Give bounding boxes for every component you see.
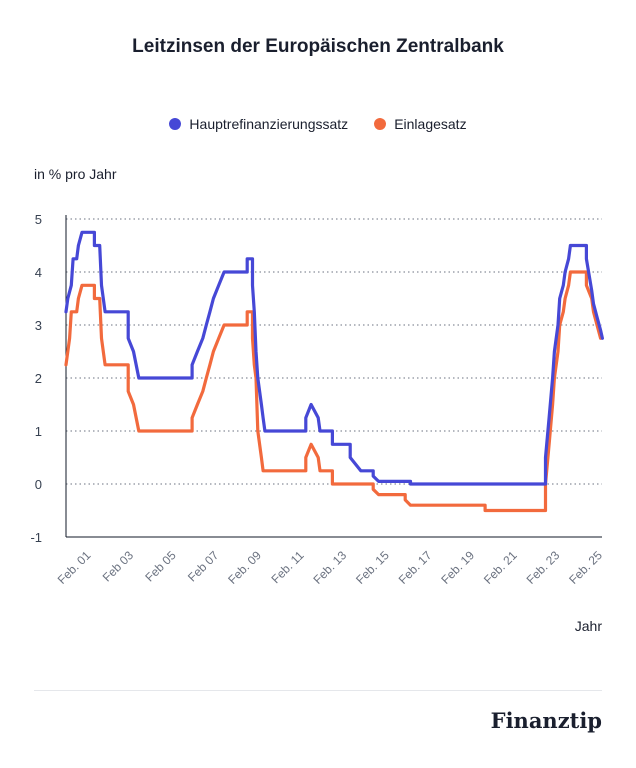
x-axis-label: Jahr [574, 618, 602, 634]
x-tick-label: Feb. 09 [225, 548, 264, 587]
legend-label: Einlagesatz [394, 116, 467, 132]
x-tick-label: Feb. 19 [438, 548, 477, 587]
x-tick-label: Feb. 13 [310, 548, 349, 587]
legend: Hauptrefinanzierungssatz Einlagesatz [0, 116, 636, 132]
legend-label: Hauptrefinanzierungssatz [189, 116, 349, 132]
x-tick-label: Feb 05 [142, 548, 179, 585]
y-tick-label: 1 [35, 424, 42, 439]
y-axis-label: in % pro Jahr [34, 166, 117, 182]
legend-item-hauptrefinanzierungssatz[interactable]: Hauptrefinanzierungssatz [169, 116, 348, 132]
x-tick-label: Feb. 25 [566, 548, 605, 587]
series-line-einlagesatz [64, 270, 603, 513]
y-tick-label: 0 [35, 477, 42, 492]
x-tick-label: Feb. 15 [353, 548, 392, 587]
y-tick-label: 5 [35, 212, 42, 227]
y-tick-label: 2 [35, 371, 42, 386]
line-chart: 5 4 3 2 1 0 -1 Feb. 01 Feb 03 Feb 05 Feb 07 Feb. 09… [30, 212, 605, 587]
y-tick-label: 3 [35, 318, 42, 333]
y-tick-label: 4 [35, 265, 42, 280]
x-tick-label: Feb 07 [185, 548, 222, 585]
brand-logo: Finanztip [490, 708, 602, 733]
legend-dot-icon [169, 118, 182, 130]
chart-title: Leitzinsen der Europäischen Zentralbank [132, 36, 504, 57]
x-tick-label: Feb. 01 [55, 548, 94, 587]
series-line-hauptrefinanzierungssatz [64, 230, 604, 486]
legend-item-einlagesatz[interactable]: Einlagesatz [374, 116, 467, 132]
x-tick-label: Feb. 21 [481, 548, 520, 587]
x-tick-label: Feb. 11 [269, 548, 307, 586]
x-tick-label: Feb. 17 [396, 548, 435, 587]
y-tick-label: -1 [30, 530, 42, 545]
x-tick-label: Feb 03 [100, 548, 137, 585]
divider [34, 690, 602, 691]
x-tick-label: Feb. 23 [524, 548, 563, 587]
legend-dot-icon [374, 118, 387, 130]
